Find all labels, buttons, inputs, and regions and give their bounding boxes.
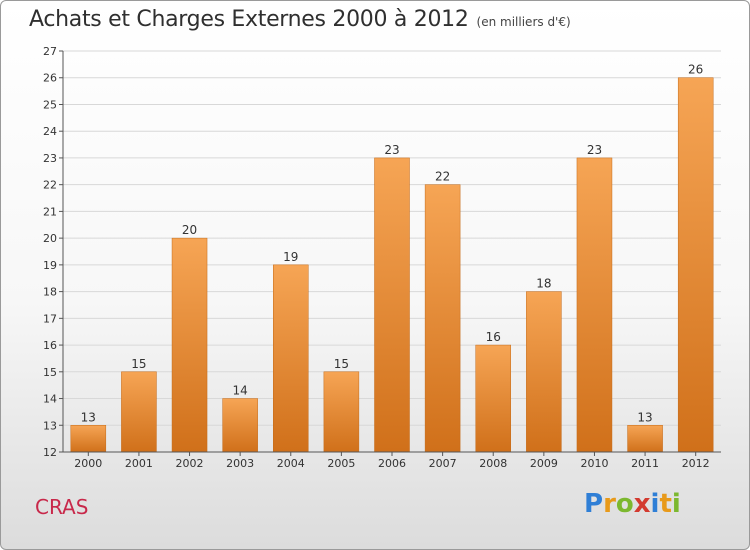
bar-2011 [627, 425, 663, 453]
data-label: 20 [182, 223, 197, 237]
data-label: 15 [334, 357, 349, 371]
bar-2001 [121, 371, 157, 453]
data-label: 23 [587, 143, 602, 157]
x-tick-label: 2011 [631, 457, 659, 470]
logo-letter: t [659, 489, 672, 519]
data-label: 19 [283, 250, 298, 264]
y-tick-label: 17 [43, 312, 57, 325]
bar-2005 [323, 371, 360, 453]
x-tick-label: 2003 [226, 457, 254, 470]
bar-2010 [576, 157, 613, 453]
y-tick-label: 22 [43, 179, 57, 192]
title-unit: (en milliers d'€) [476, 15, 571, 29]
data-label: 13 [81, 410, 96, 424]
x-tick-label: 2006 [378, 457, 406, 470]
logo-letter: P [584, 489, 604, 519]
y-tick-label: 14 [43, 393, 57, 406]
data-label: 15 [131, 357, 146, 371]
y-tick-label: 20 [43, 232, 57, 245]
y-tick-label: 12 [43, 446, 57, 459]
y-tick-label: 15 [43, 366, 57, 379]
bars [70, 77, 714, 453]
x-tick-label: 2010 [580, 457, 608, 470]
chart-title: Achats et Charges Externes 2000 à 2012 (e… [29, 7, 571, 32]
x-tick-label: 2012 [682, 457, 710, 470]
city-name: CRAS [35, 495, 89, 519]
x-tick-label: 2000 [74, 457, 102, 470]
x-tick-label: 2001 [125, 457, 153, 470]
bar-2003 [222, 398, 258, 453]
axes [59, 50, 721, 456]
x-tick-label: 2004 [277, 457, 305, 470]
data-label: 22 [435, 170, 450, 184]
data-label: 18 [536, 277, 551, 291]
logo-letter: i [671, 489, 681, 519]
data-label: 26 [688, 63, 703, 77]
logo-letter: x [633, 489, 651, 519]
bar-2006 [374, 157, 410, 453]
x-tick-label: 2002 [176, 457, 204, 470]
y-tick-label: 27 [43, 45, 57, 58]
data-label: 14 [233, 384, 248, 398]
x-tick-labels: 2000 2001 2002 2003 2004 2005 2006 2007 2008 2009… [74, 457, 709, 470]
y-tick-label: 26 [43, 72, 57, 85]
x-tick-label: 2008 [479, 457, 507, 470]
logo-letter: r [603, 489, 616, 519]
data-labels: 13 15 20 14 19 15 23 22 16 18 23 13 26 [81, 63, 704, 425]
bar-2009 [526, 291, 562, 453]
y-tick-label: 16 [43, 339, 57, 352]
data-label: 16 [486, 330, 501, 344]
y-tick-labels: 12 13 14 15 16 17 18 19 20 21 22 23 24 25 26 27 [43, 45, 57, 459]
x-tick-label: 2007 [429, 457, 457, 470]
y-tick-label: 23 [43, 152, 57, 165]
bar-2007 [424, 184, 461, 453]
bar-2008 [475, 344, 511, 453]
bar-2002 [171, 237, 208, 453]
x-tick-label: 2009 [530, 457, 558, 470]
data-label: 23 [384, 143, 399, 157]
logo-letter: i [650, 489, 660, 519]
y-tick-label: 19 [43, 259, 57, 272]
bar-2012 [677, 77, 714, 453]
title-text: Achats et Charges Externes 2000 à 2012 [29, 7, 469, 32]
y-tick-label: 13 [43, 419, 57, 432]
y-tick-label: 25 [43, 98, 57, 111]
y-tick-label: 24 [43, 125, 57, 138]
bar-2000 [70, 425, 107, 453]
logo-letter: o [615, 489, 634, 519]
bar-2004 [273, 264, 309, 453]
data-label: 13 [637, 410, 652, 424]
x-tick-label: 2005 [327, 457, 355, 470]
y-tick-label: 18 [43, 286, 57, 299]
proxiti-logo: Proxiti [584, 489, 681, 519]
y-tick-label: 21 [43, 205, 57, 218]
